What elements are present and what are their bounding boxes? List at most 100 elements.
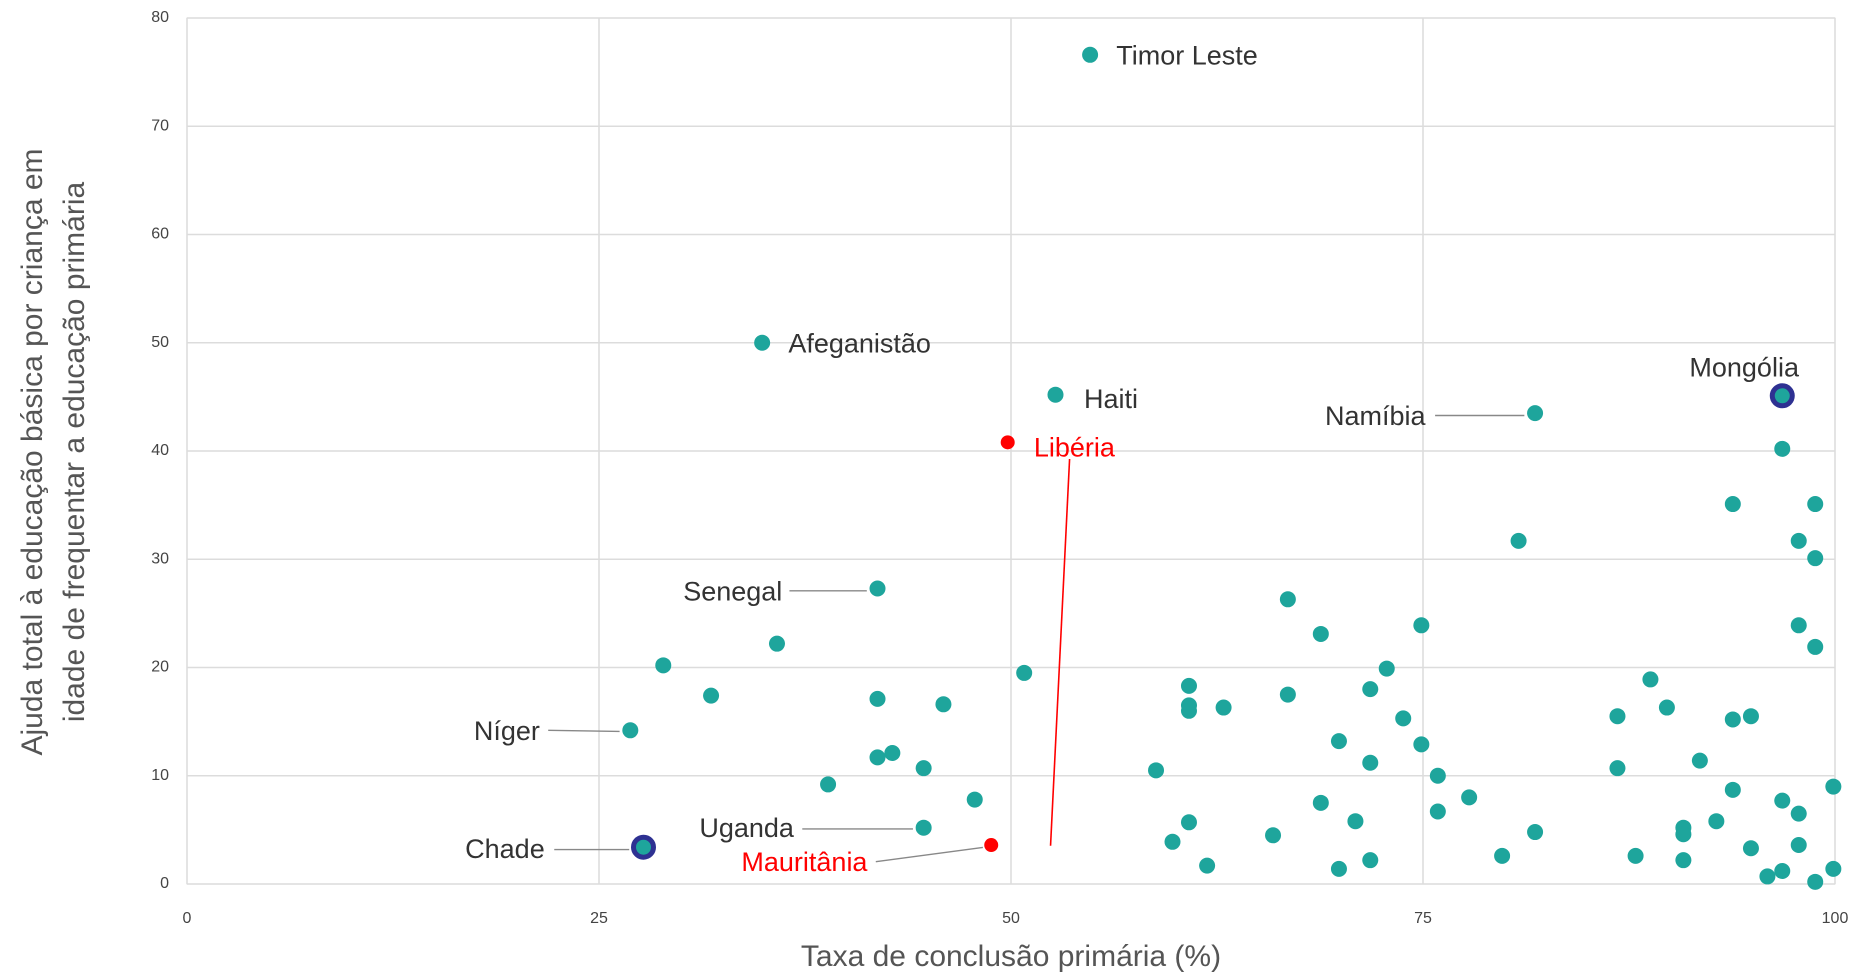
x-axis-label: Taxa de conclusão primária (%) [801,940,1221,973]
point [966,791,983,808]
point [754,334,771,351]
point-label: Afeganistão [788,328,931,358]
point [1164,833,1181,850]
y-tick-label: 80 [151,9,169,26]
y-tick-label: 20 [151,659,169,676]
point [1047,386,1064,403]
point [1279,686,1296,703]
point [703,687,720,704]
point [1180,702,1197,719]
point [1082,46,1099,63]
point [1461,789,1478,806]
leader-line [548,729,620,733]
point [935,696,952,713]
point [1790,837,1807,854]
point [1774,440,1791,457]
point [768,635,785,652]
leader-line [1049,458,1071,846]
point [1395,710,1412,727]
x-tick-label: 25 [590,910,608,927]
y-axis-label: Ajuda total à educação básica por crianç… [16,148,49,755]
point [1215,699,1232,716]
highlight-point [630,834,656,860]
point [655,657,672,674]
point [1148,762,1165,779]
point [1759,868,1776,885]
point-label: Timor Leste [1116,40,1258,70]
point [1691,752,1708,769]
point [1527,405,1544,422]
point [1642,671,1659,688]
y-axis-label: idade de frequentar a educação primária [58,182,91,723]
point-label: Senegal [683,576,782,606]
x-tick-label: 100 [1822,910,1849,927]
point-label: Mauritânia [741,847,868,877]
point [1807,550,1824,567]
point [1790,532,1807,549]
point [1312,625,1329,642]
point [1494,847,1511,864]
point [1429,803,1446,820]
point [1527,824,1544,841]
point-label: Níger [474,716,540,746]
point [984,838,999,853]
point [1742,840,1759,857]
point-label: Chade [465,834,545,864]
point [884,745,901,762]
point [1627,847,1644,864]
y-tick-label: 70 [151,117,169,134]
y-tick-label: 60 [151,226,169,243]
point [1180,677,1197,694]
point [1413,617,1430,634]
y-tick-label: 0 [160,875,169,892]
point [869,580,886,597]
point [1362,852,1379,869]
point [1362,681,1379,698]
point [1807,638,1824,655]
point [1180,814,1197,831]
point [869,749,886,766]
point [1658,699,1675,716]
y-tick-label: 50 [151,334,169,351]
point [622,722,639,739]
point [1790,617,1807,634]
y-tick-label: 40 [151,442,169,459]
point [1279,591,1296,608]
point [1742,708,1759,725]
point [1774,792,1791,809]
point [1708,813,1725,830]
highlight-point [1769,383,1795,409]
point [1312,794,1329,811]
point [1807,496,1824,513]
point-label: Namíbia [1325,401,1427,431]
x-tick-label: 0 [183,910,192,927]
point-label: Uganda [699,813,795,843]
x-tick-label: 75 [1414,910,1432,927]
point [1016,664,1033,681]
point [820,776,837,793]
point [1429,767,1446,784]
leader-line [875,846,983,863]
point [869,690,886,707]
point [1825,860,1842,877]
y-tick-label: 10 [151,767,169,784]
point [1199,857,1216,874]
point [1675,826,1692,843]
point [1000,435,1015,450]
point-label: Mongólia [1689,353,1800,383]
point [1807,873,1824,890]
point-label: Haiti [1084,384,1138,414]
point [1609,760,1626,777]
point [1378,660,1395,677]
point [1347,813,1364,830]
point [1724,496,1741,513]
point [915,760,932,777]
point [1362,754,1379,771]
point [915,819,932,836]
point [1413,736,1430,753]
point [1724,711,1741,728]
point [1510,532,1527,549]
point-label: Libéria [1034,433,1116,463]
point [1330,860,1347,877]
